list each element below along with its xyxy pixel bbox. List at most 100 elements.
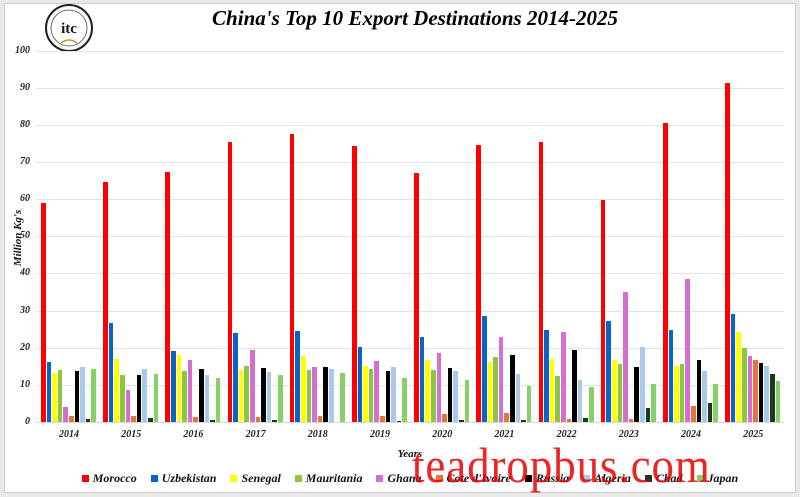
- bar-ghana-2020: [436, 352, 442, 422]
- bar-mauritania-2014: [57, 370, 63, 422]
- gridline: [36, 310, 784, 312]
- bar-russia-2016: [199, 369, 204, 422]
- bar-algeria-2024: [702, 371, 707, 422]
- bar-uzbekistan-2019: [357, 346, 363, 422]
- bar-chad-2015: [148, 418, 153, 422]
- bar-chad-2017: [272, 420, 277, 422]
- x-tick-label: 2022: [556, 429, 577, 440]
- legend-label: Russia: [535, 471, 570, 485]
- legend-item-morocco: Morocco: [81, 471, 137, 486]
- gridline: [36, 236, 784, 238]
- bar-morocco-2025: [725, 83, 730, 422]
- bar-cote-d-ivoire-2024: [691, 406, 696, 422]
- bar-japan-2023: [651, 384, 656, 422]
- gridline: [36, 273, 784, 275]
- bar-algeria-2020: [453, 371, 458, 422]
- bar-morocco-2019: [352, 146, 357, 422]
- bar-ghana-2014: [63, 406, 68, 422]
- legend-item-chad: Chad: [644, 471, 683, 486]
- gridline: [36, 384, 784, 386]
- bar-ghana-2019: [374, 361, 379, 422]
- bar-cote-d-ivoire-2022: [566, 419, 572, 422]
- bar-uzbekistan-2017: [233, 332, 238, 422]
- bar-ghana-2018: [312, 367, 317, 422]
- bar-japan-2016: [215, 378, 221, 422]
- bar-mauritania-2018: [306, 370, 312, 422]
- bar-japan-2021: [526, 385, 532, 422]
- bar-cote-d-ivoire-2020: [442, 414, 447, 422]
- bar-chad-2021: [521, 419, 526, 422]
- bar-russia-2025: [758, 362, 764, 422]
- x-tick-label: 2015: [121, 429, 142, 440]
- y-tick-label: 20: [20, 341, 30, 353]
- gridline: [36, 347, 784, 349]
- bar-chad-2016: [210, 420, 215, 422]
- chart-title: China's Top 10 Export Destinations 2014-…: [212, 6, 618, 30]
- bar-cote-d-ivoire-2015: [131, 416, 136, 422]
- bar-senegal-2016: [176, 354, 182, 422]
- bar-cote-d-ivoire-2025: [753, 360, 758, 422]
- bar-senegal-2017: [238, 370, 244, 422]
- bar-morocco-2015: [103, 182, 108, 422]
- bar-chad-2019: [396, 420, 402, 422]
- bar-japan-2018: [340, 372, 345, 422]
- bar-senegal-2015: [114, 358, 119, 422]
- bar-morocco-2022: [538, 142, 544, 422]
- bar-japan-2022: [589, 387, 594, 422]
- bar-ghana-2016: [187, 359, 193, 422]
- gridline: [36, 199, 784, 201]
- bar-japan-2019: [402, 378, 407, 422]
- bar-algeria-2014: [80, 367, 85, 422]
- bar-mauritania-2022: [555, 375, 560, 422]
- x-tick-label: 2021: [494, 429, 515, 440]
- legend-label: Uzbekistan: [161, 471, 217, 485]
- bar-ghana-2021: [498, 337, 504, 422]
- gridline: [36, 87, 784, 89]
- y-tick-label: 100: [15, 44, 30, 56]
- bar-russia-2019: [385, 370, 391, 422]
- bar-uzbekistan-2020: [419, 336, 425, 422]
- bar-algeria-2021: [515, 374, 521, 422]
- legend-item-uzbekistan: Uzbekistan: [150, 471, 217, 486]
- legend-swatch-icon: [435, 475, 443, 482]
- logo-monogram: itc: [61, 21, 77, 37]
- bar-mauritania-2016: [182, 371, 187, 422]
- bar-ghana-2015: [125, 390, 131, 422]
- x-tick-label: 2014: [59, 429, 79, 440]
- bar-morocco-2021: [476, 145, 481, 422]
- bar-morocco-2016: [165, 172, 170, 422]
- bar-uzbekistan-2014: [46, 361, 52, 422]
- legend-item-cote-d-ivoire: Cote d'Ivoire: [435, 471, 511, 486]
- legend-label: Morocco: [92, 471, 137, 485]
- x-tick-label: 2024: [681, 429, 701, 440]
- bar-chad-2014: [85, 419, 91, 422]
- x-tick-label: 2023: [618, 429, 639, 440]
- bar-morocco-2017: [227, 142, 233, 422]
- bar-senegal-2024: [674, 366, 679, 422]
- y-axis-label: Million Kg's: [12, 209, 24, 267]
- bar-mauritania-2020: [431, 370, 436, 422]
- legend-swatch-icon: [294, 475, 302, 482]
- bar-chad-2022: [583, 418, 588, 422]
- bar-ghana-2017: [250, 349, 255, 422]
- bar-chad-2020: [459, 419, 464, 422]
- bar-cote-d-ivoire-2017: [255, 417, 261, 422]
- bar-russia-2018: [323, 367, 328, 422]
- bar-algeria-2016: [204, 375, 210, 422]
- bar-uzbekistan-2016: [171, 351, 176, 422]
- bar-cote-d-ivoire-2018: [317, 416, 323, 422]
- legend-swatch-icon: [81, 475, 89, 482]
- bar-mauritania-2015: [120, 374, 125, 422]
- bar-senegal-2019: [363, 366, 368, 422]
- x-tick-label: 2019: [370, 429, 390, 440]
- bar-mauritania-2023: [617, 363, 623, 422]
- y-tick-label: 50: [20, 230, 30, 242]
- bar-cote-d-ivoire-2023: [628, 419, 634, 422]
- bar-uzbekistan-2018: [295, 330, 300, 422]
- bar-russia-2023: [634, 367, 639, 422]
- bar-russia-2015: [136, 375, 142, 422]
- bar-japan-2015: [153, 374, 159, 422]
- bar-japan-2025: [775, 381, 781, 422]
- legend-label: Mauritania: [305, 471, 363, 485]
